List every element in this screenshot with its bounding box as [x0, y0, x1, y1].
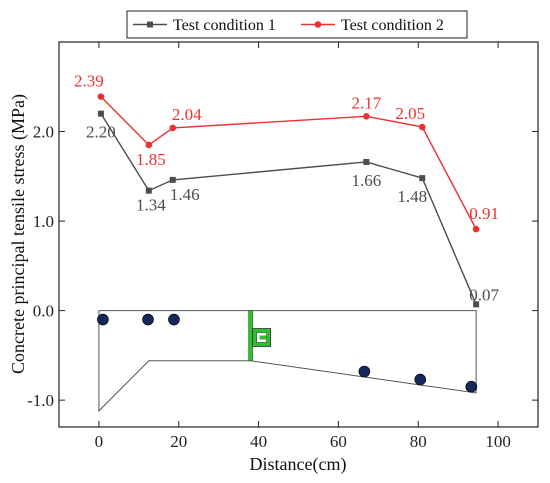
data-point-series-1: [97, 110, 104, 117]
data-series: 2.20 1.341.46 1.66 1.48 0.07 2.39 1.85 2.04 2.17…: [74, 72, 500, 308]
legend: Test condition 1 Test condition 2: [126, 10, 468, 39]
y-tick-label: 1.0: [33, 212, 54, 231]
series-line-1: [100, 113, 477, 305]
data-point-series-1: [363, 158, 370, 165]
data-point-series-1: [419, 175, 426, 182]
data-label-series-1: 2.20: [86, 123, 116, 142]
inset-dot: [97, 313, 109, 326]
data-label-series-2: 0.91: [469, 204, 499, 223]
data-label-series-1: 0.07: [469, 285, 499, 304]
data-label-series-2: 2.17: [351, 93, 381, 112]
y-tick-label: -1.0: [27, 391, 54, 410]
inset-connector-tab: [259, 335, 267, 340]
y-tick-label: 0.0: [33, 302, 54, 321]
x-tick-label: 100: [485, 432, 511, 451]
data-point-series-1: [169, 176, 176, 183]
data-label-series-2: 1.85: [136, 150, 166, 169]
data-point-series-2: [97, 93, 105, 100]
x-tick-label: 80: [410, 432, 427, 451]
data-point-series-2: [418, 123, 426, 131]
legend-label-series-1: Test condition 1: [173, 17, 276, 34]
legend-box: [126, 10, 468, 39]
data-label-series-1: 1.46: [170, 185, 200, 204]
data-point-series-2: [472, 225, 480, 233]
inset-dot: [465, 380, 478, 393]
data-point-series-2: [169, 124, 177, 132]
data-point-series-2: [363, 113, 370, 120]
data-label-series-1: 1.48: [397, 187, 427, 206]
data-label-series-2: 2.05: [395, 104, 425, 123]
data-label-series-1: 1.34: [136, 196, 166, 215]
inset-outline: [98, 310, 477, 413]
inset-dot: [168, 313, 180, 326]
x-tick-label: 40: [250, 432, 267, 451]
legend-marker-circle: [314, 21, 322, 28]
legend-item-series-1: Test condition 1: [133, 17, 276, 34]
inset-plate: [248, 310, 253, 362]
data-label-series-1: 1.66: [351, 171, 381, 190]
y-axis-title: Concrete principal tensile stress (MPa): [8, 94, 29, 374]
y-tick-label: 2.0: [33, 123, 54, 142]
inset-dot: [142, 313, 154, 326]
data-point-series-1: [145, 187, 152, 194]
x-tick-label: 60: [330, 432, 347, 451]
legend-item-series-2: Test condition 2: [301, 17, 444, 34]
data-label-series-2: 2.39: [74, 72, 104, 91]
legend-label-series-2: Test condition 2: [341, 17, 444, 34]
axis-ticks: 0 20 40 60 80 100 -1.0 0.0 1.0 2.0: [27, 42, 538, 451]
inset-dot: [414, 373, 427, 386]
series-line-2: [100, 96, 477, 230]
data-point-series-1: [473, 301, 480, 308]
plot-frame: [58, 41, 539, 428]
inset-dot: [358, 365, 371, 378]
data-point-series-2: [145, 141, 153, 149]
x-tick-label: 0: [95, 432, 104, 451]
legend-marker-square: [147, 21, 153, 28]
x-tick-label: 20: [170, 432, 187, 451]
data-label-series-2: 2.04: [172, 105, 202, 124]
x-axis-title: Distance(cm): [250, 454, 347, 475]
structure-inset: [97, 310, 478, 413]
